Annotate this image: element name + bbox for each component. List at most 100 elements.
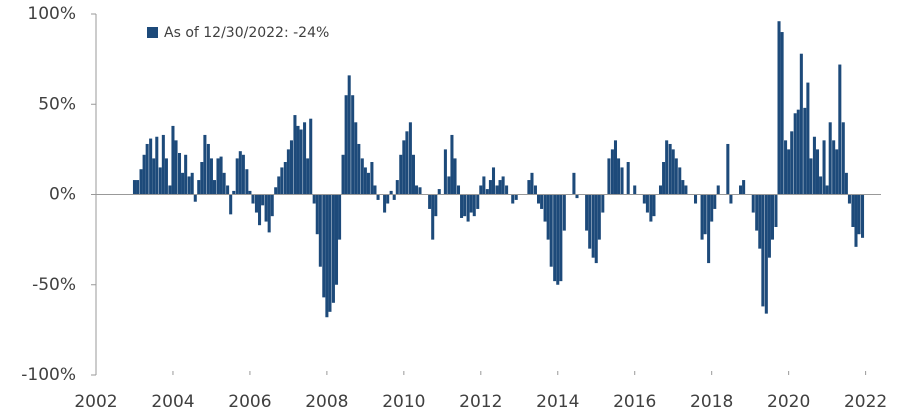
bar [678, 167, 682, 195]
x-tick-label: 2010 [382, 392, 425, 412]
bar [790, 131, 794, 195]
bar [710, 194, 714, 222]
bar [537, 194, 541, 204]
bar [399, 154, 403, 195]
bar [799, 53, 803, 195]
bar [139, 169, 143, 195]
bar [306, 158, 310, 195]
bar [838, 64, 842, 195]
x-tick-label: 2002 [74, 392, 117, 412]
bar [488, 180, 492, 195]
bar [155, 136, 159, 195]
bar [402, 140, 406, 195]
bar [267, 194, 271, 233]
bar [549, 194, 553, 267]
x-tick-label: 2004 [151, 392, 194, 412]
bar [309, 118, 313, 195]
bar [334, 194, 339, 285]
bar [235, 158, 239, 195]
bar [739, 185, 743, 195]
bar [318, 194, 322, 267]
bar [469, 194, 473, 213]
bar [703, 194, 707, 235]
bar [815, 149, 820, 195]
bar [601, 194, 605, 213]
bar [533, 185, 537, 195]
bar [681, 180, 685, 195]
bar [411, 154, 415, 195]
bar [671, 149, 675, 195]
bar [136, 180, 140, 195]
bar [684, 185, 688, 195]
bar [700, 194, 704, 240]
bar [303, 122, 307, 195]
bar [450, 134, 454, 195]
bar [331, 194, 335, 303]
bar [174, 140, 178, 195]
bar [286, 149, 290, 195]
bar [274, 187, 278, 195]
bar [431, 194, 435, 240]
bar [851, 194, 855, 227]
y-tick-label: -100% [21, 365, 76, 385]
bar [164, 158, 168, 195]
bar [514, 194, 518, 200]
bar [132, 180, 137, 195]
y-tick-label: 100% [27, 4, 76, 24]
bar [161, 134, 165, 195]
x-tick-label: 2006 [228, 392, 271, 412]
bar [363, 167, 367, 195]
x-tick-label: 2020 [767, 392, 810, 412]
bar [847, 194, 851, 204]
bar [232, 190, 236, 195]
bar [716, 185, 720, 195]
bar [158, 167, 162, 195]
bar [626, 162, 630, 195]
bar [408, 122, 412, 195]
bar [761, 194, 765, 307]
bar [658, 185, 663, 195]
bar [238, 151, 242, 195]
bar [315, 194, 319, 235]
bar [405, 131, 409, 195]
bar [328, 194, 332, 312]
bar [222, 172, 226, 195]
bar [341, 154, 345, 195]
bar [707, 194, 711, 264]
bar [546, 194, 550, 240]
bar [347, 75, 351, 195]
bar [751, 194, 755, 213]
bar [229, 194, 233, 215]
bar [203, 134, 207, 195]
bar [386, 194, 390, 204]
bar [784, 140, 788, 195]
bar [212, 180, 217, 195]
legend-swatch [147, 27, 158, 38]
legend-label: As of 12/30/2022: -24% [164, 25, 329, 41]
bar [149, 138, 153, 195]
bar [729, 194, 733, 204]
bar [145, 143, 149, 195]
bar [456, 185, 461, 195]
bar [819, 176, 823, 195]
x-tick-label: 2012 [459, 392, 502, 412]
bar [219, 156, 223, 195]
bar [354, 122, 358, 195]
bar [322, 194, 326, 298]
bar [171, 125, 175, 195]
bar [216, 158, 220, 195]
bar [713, 194, 717, 209]
bar [553, 194, 557, 282]
bar [177, 152, 182, 195]
bar [264, 194, 268, 222]
bar [312, 194, 316, 204]
bar [415, 185, 419, 195]
bar [142, 154, 146, 195]
bar [780, 32, 784, 195]
bar [241, 154, 245, 195]
bar [325, 194, 329, 318]
bar [357, 143, 361, 195]
bar [726, 143, 730, 195]
bar [585, 194, 589, 231]
